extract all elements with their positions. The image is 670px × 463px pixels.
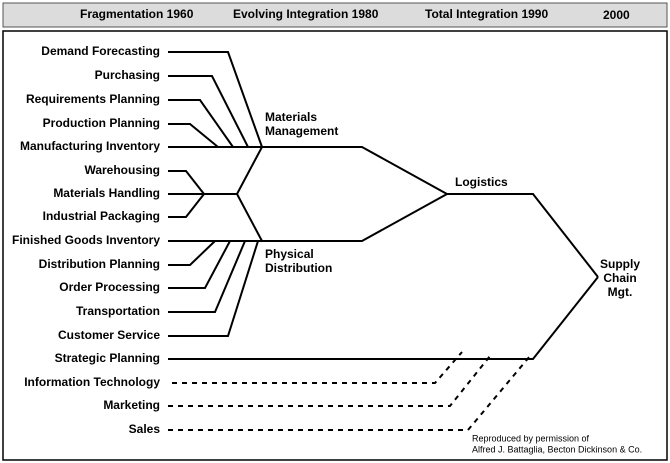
footnote: Alfred J. Battaglia, Becton Dickinson & … bbox=[472, 444, 642, 454]
function-label: Customer Service bbox=[58, 328, 160, 342]
footnote: Reproduced by permission of bbox=[472, 433, 590, 443]
node-label: Management bbox=[265, 124, 338, 138]
function-label: Information Technology bbox=[24, 375, 160, 389]
node-label: Supply bbox=[600, 257, 640, 271]
connectors bbox=[168, 51, 599, 431]
function-label: Transportation bbox=[76, 304, 160, 318]
node-label: Logistics bbox=[455, 175, 508, 189]
function-label: Warehousing bbox=[84, 163, 160, 177]
node-label: Distribution bbox=[265, 261, 332, 275]
node-label: Materials bbox=[265, 110, 317, 124]
frame bbox=[2, 30, 668, 461]
function-label: Industrial Packaging bbox=[43, 209, 160, 223]
period: 2000 bbox=[603, 8, 630, 22]
function-label: Production Planning bbox=[43, 116, 160, 130]
function-label: Requirements Planning bbox=[26, 92, 160, 106]
function-label: Materials Handling bbox=[53, 186, 160, 200]
period: Total Integration 1990 bbox=[425, 7, 548, 21]
function-label: Sales bbox=[129, 422, 161, 436]
period: Fragmentation 1960 bbox=[80, 7, 194, 21]
node-label: Physical bbox=[265, 247, 314, 261]
function-label: Finished Goods Inventory bbox=[12, 233, 160, 247]
function-label: Purchasing bbox=[95, 68, 160, 82]
node-label: Mgt. bbox=[608, 285, 633, 299]
function-label: Marketing bbox=[103, 398, 160, 412]
node-label: Chain bbox=[603, 271, 636, 285]
function-label: Distribution Planning bbox=[39, 257, 160, 271]
function-label: Strategic Planning bbox=[55, 351, 160, 365]
function-label: Manufacturing Inventory bbox=[20, 139, 160, 153]
function-label: Order Processing bbox=[59, 280, 160, 294]
period: Evolving Integration 1980 bbox=[233, 7, 379, 21]
header-bar bbox=[2, 2, 668, 28]
function-label: Demand Forecasting bbox=[41, 44, 160, 58]
